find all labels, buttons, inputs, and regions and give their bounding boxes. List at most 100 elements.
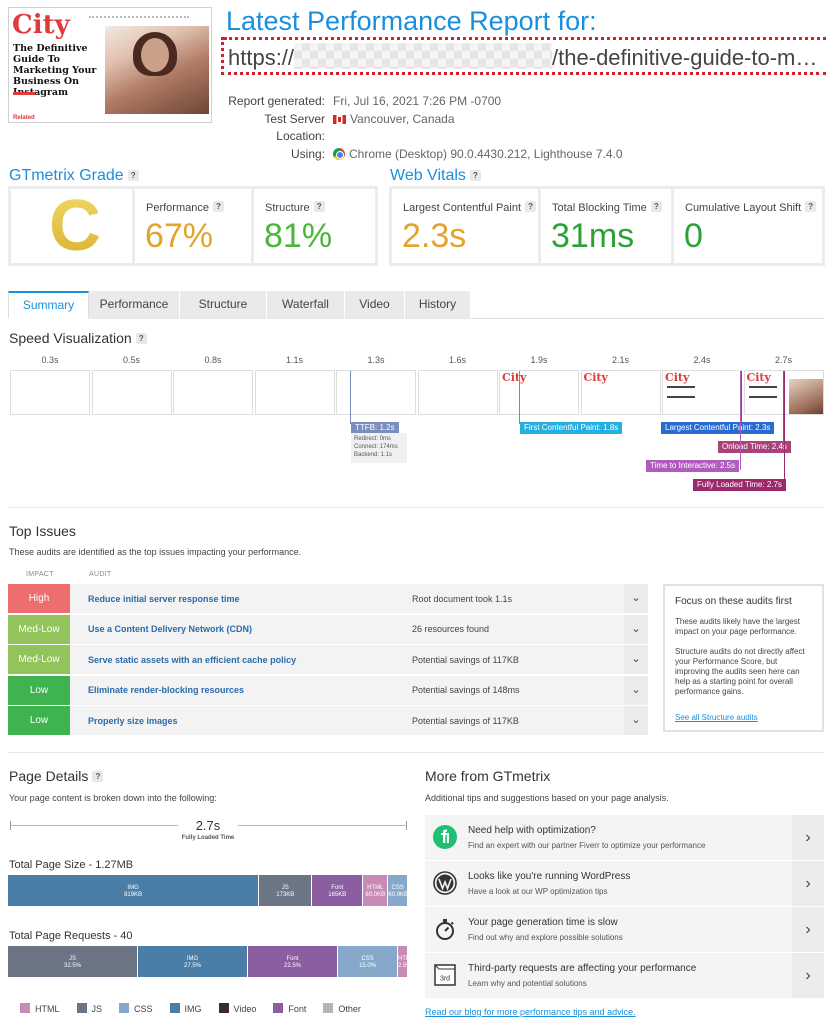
audit-name[interactable]: Eliminate render-blocking resources — [88, 685, 245, 695]
filmstrip-time-label: 2.4s — [693, 355, 711, 365]
tab-video[interactable]: Video — [345, 291, 405, 319]
issues-list: High Reduce initial server response time… — [8, 584, 648, 737]
tab-performance[interactable]: Performance — [89, 291, 180, 319]
segment-type: CSS — [391, 885, 404, 891]
legend-swatch — [76, 1003, 87, 1013]
chevron-down-icon[interactable]: ⌄ — [624, 706, 648, 735]
chevron-down-icon[interactable]: ⌄ — [624, 614, 648, 644]
filmstrip-time-label: 2.1s — [611, 355, 629, 365]
chevron-down-icon[interactable]: ⌄ — [624, 645, 648, 674]
tip-fiverr[interactable]: Need help with optimization? Find an exp… — [425, 815, 824, 860]
impact-badge: Low — [8, 706, 70, 735]
issue-row[interactable]: High Reduce initial server response time… — [8, 584, 648, 613]
impact-badge: High — [8, 584, 70, 613]
audit-result: Potential savings of 117KB — [412, 654, 519, 665]
tip-title: Third-party requests are affecting your … — [468, 963, 697, 974]
tab-history[interactable]: History — [405, 291, 471, 319]
chevron-down-icon[interactable]: ⌄ — [624, 584, 648, 613]
audit-name[interactable]: Reduce initial server response time — [88, 593, 240, 604]
legend-label: JS — [91, 1004, 103, 1014]
filmstrip-frame[interactable]: City — [662, 370, 742, 415]
issue-row[interactable]: Med-Low Serve static assets with an effi… — [8, 645, 648, 674]
tip-generation-time[interactable]: Your page generation time is slow Find o… — [425, 907, 824, 952]
segment-type: IMG — [186, 956, 199, 962]
filmstrip-frame[interactable] — [417, 370, 498, 415]
audit-result: 26 resources found — [412, 624, 490, 634]
help-icon[interactable]: ? — [525, 201, 537, 212]
issue-row[interactable]: Med-Low Use a Content Delivery Network (… — [8, 614, 648, 644]
bar-segment-js[interactable]: JS 173KB — [259, 875, 313, 906]
filmstrip-frame[interactable]: City — [499, 370, 579, 415]
bar-segment-img[interactable]: IMG 27.5% — [138, 946, 248, 977]
bar-segment-html[interactable]: HTML2.5% — [398, 946, 408, 977]
segment-type: JS — [281, 885, 289, 891]
fully-loaded-value: 2.7s — [178, 818, 238, 833]
filmstrip-time-label: 1.9s — [530, 355, 548, 365]
help-icon[interactable]: ? — [805, 201, 817, 212]
photo-face — [141, 38, 169, 72]
chevron-right-icon[interactable]: › — [792, 861, 824, 906]
issue-row[interactable]: Low Properly size images Potential savin… — [8, 706, 648, 735]
bar-segment-font[interactable]: Font 165KB — [312, 875, 364, 906]
help-icon[interactable]: ? — [469, 170, 481, 181]
tab-waterfall[interactable]: Waterfall — [267, 291, 345, 319]
chevron-right-icon[interactable]: › — [792, 907, 824, 952]
ttfb-redirect: Redirect: 0ms — [354, 436, 392, 442]
see-structure-audits-link[interactable]: See all Structure audits — [675, 713, 758, 722]
cls-label: Cumulative Layout Shift — [685, 202, 802, 214]
help-icon[interactable]: ? — [650, 201, 662, 212]
help-icon[interactable]: ? — [135, 333, 147, 344]
chevron-right-icon[interactable]: › — [792, 953, 824, 998]
filmstrip-frame[interactable] — [336, 370, 416, 415]
help-icon[interactable]: ? — [127, 170, 139, 181]
blog-link[interactable]: Read our blog for more performance tips … — [425, 1007, 636, 1017]
bar-segment-img[interactable]: IMG 819KB — [8, 875, 260, 906]
structure-cell: Structure? 81% — [254, 189, 375, 263]
report-url[interactable]: https:// /the-definitive-guide-to-m… — [221, 37, 826, 75]
page-details-subtitle: Your page content is broken down into th… — [9, 793, 217, 803]
fiverr-icon — [433, 825, 457, 849]
server-location-label: Test Server Location: — [264, 111, 325, 144]
segment-type: Font — [331, 885, 344, 891]
lcp-marker: Largest Contentful Paint: 2.3s — [661, 422, 775, 434]
segment-value: 2.5% — [398, 963, 407, 969]
filmstrip-frame[interactable] — [91, 370, 172, 415]
fully-loaded-marker: Fully Loaded Time: 2.7s — [693, 479, 786, 491]
help-icon[interactable]: ? — [212, 201, 224, 212]
bar-segment-css[interactable]: CSS 60.9KB — [388, 875, 408, 906]
filmstrip-frame[interactable] — [10, 370, 90, 415]
legend-label: IMG — [184, 1004, 202, 1014]
tab-structure[interactable]: Structure — [180, 291, 267, 319]
bar-segment-html[interactable]: HTML 60.0KB — [363, 875, 389, 906]
bar-segment-js[interactable]: JS 32.5% — [8, 946, 138, 977]
bar-segment-font[interactable]: Font 22.5% — [248, 946, 338, 977]
thumbnail-related: Related — [13, 115, 35, 121]
report-title: Latest Performance Report for: — [226, 6, 597, 36]
chevron-right-icon[interactable]: › — [792, 815, 824, 860]
page-screenshot-thumbnail[interactable]: City The Definitive Guide To Marketing Y… — [8, 7, 212, 123]
frame-text-lines — [748, 386, 777, 398]
chevron-down-icon[interactable]: ⌄ — [624, 675, 648, 705]
filmstrip-frame[interactable] — [173, 370, 253, 415]
frame-brand: City — [583, 371, 608, 384]
bar-segment-css[interactable]: CSS 15.0% — [338, 946, 398, 977]
tab-summary[interactable]: Summary — [8, 291, 89, 319]
audit-name[interactable]: Use a Content Delivery Network (CDN) — [88, 624, 253, 634]
gtmetrix-grade-title-text: GTmetrix Grade — [9, 167, 124, 184]
help-icon[interactable]: ? — [313, 201, 325, 212]
help-icon[interactable]: ? — [92, 771, 104, 782]
issue-row[interactable]: Low Eliminate render-blocking resources … — [8, 675, 648, 705]
filmstrip-frame[interactable] — [254, 370, 335, 415]
segment-type: HTML — [367, 885, 384, 891]
report-generated-label: Report generated: — [228, 94, 325, 108]
filmstrip-frame[interactable]: City — [580, 370, 661, 415]
tip-wordpress[interactable]: Looks like you're running WordPress Have… — [425, 861, 824, 906]
tip-third-party[interactable]: 3rd Third-party requests are affecting y… — [425, 953, 824, 998]
legend-label: CSS — [134, 1004, 153, 1014]
focus-title: Focus on these audits first — [675, 596, 792, 607]
content-type-legend: HTML JS CSS IMG Video Font Other — [20, 1003, 361, 1014]
web-vitals-panel: Largest Contentful Paint? 2.3s Total Blo… — [389, 186, 825, 266]
audit-name[interactable]: Properly size images — [88, 715, 178, 726]
audit-name[interactable]: Serve static assets with an efficient ca… — [88, 654, 297, 665]
filmstrip-time-label: 0.3s — [41, 355, 59, 365]
